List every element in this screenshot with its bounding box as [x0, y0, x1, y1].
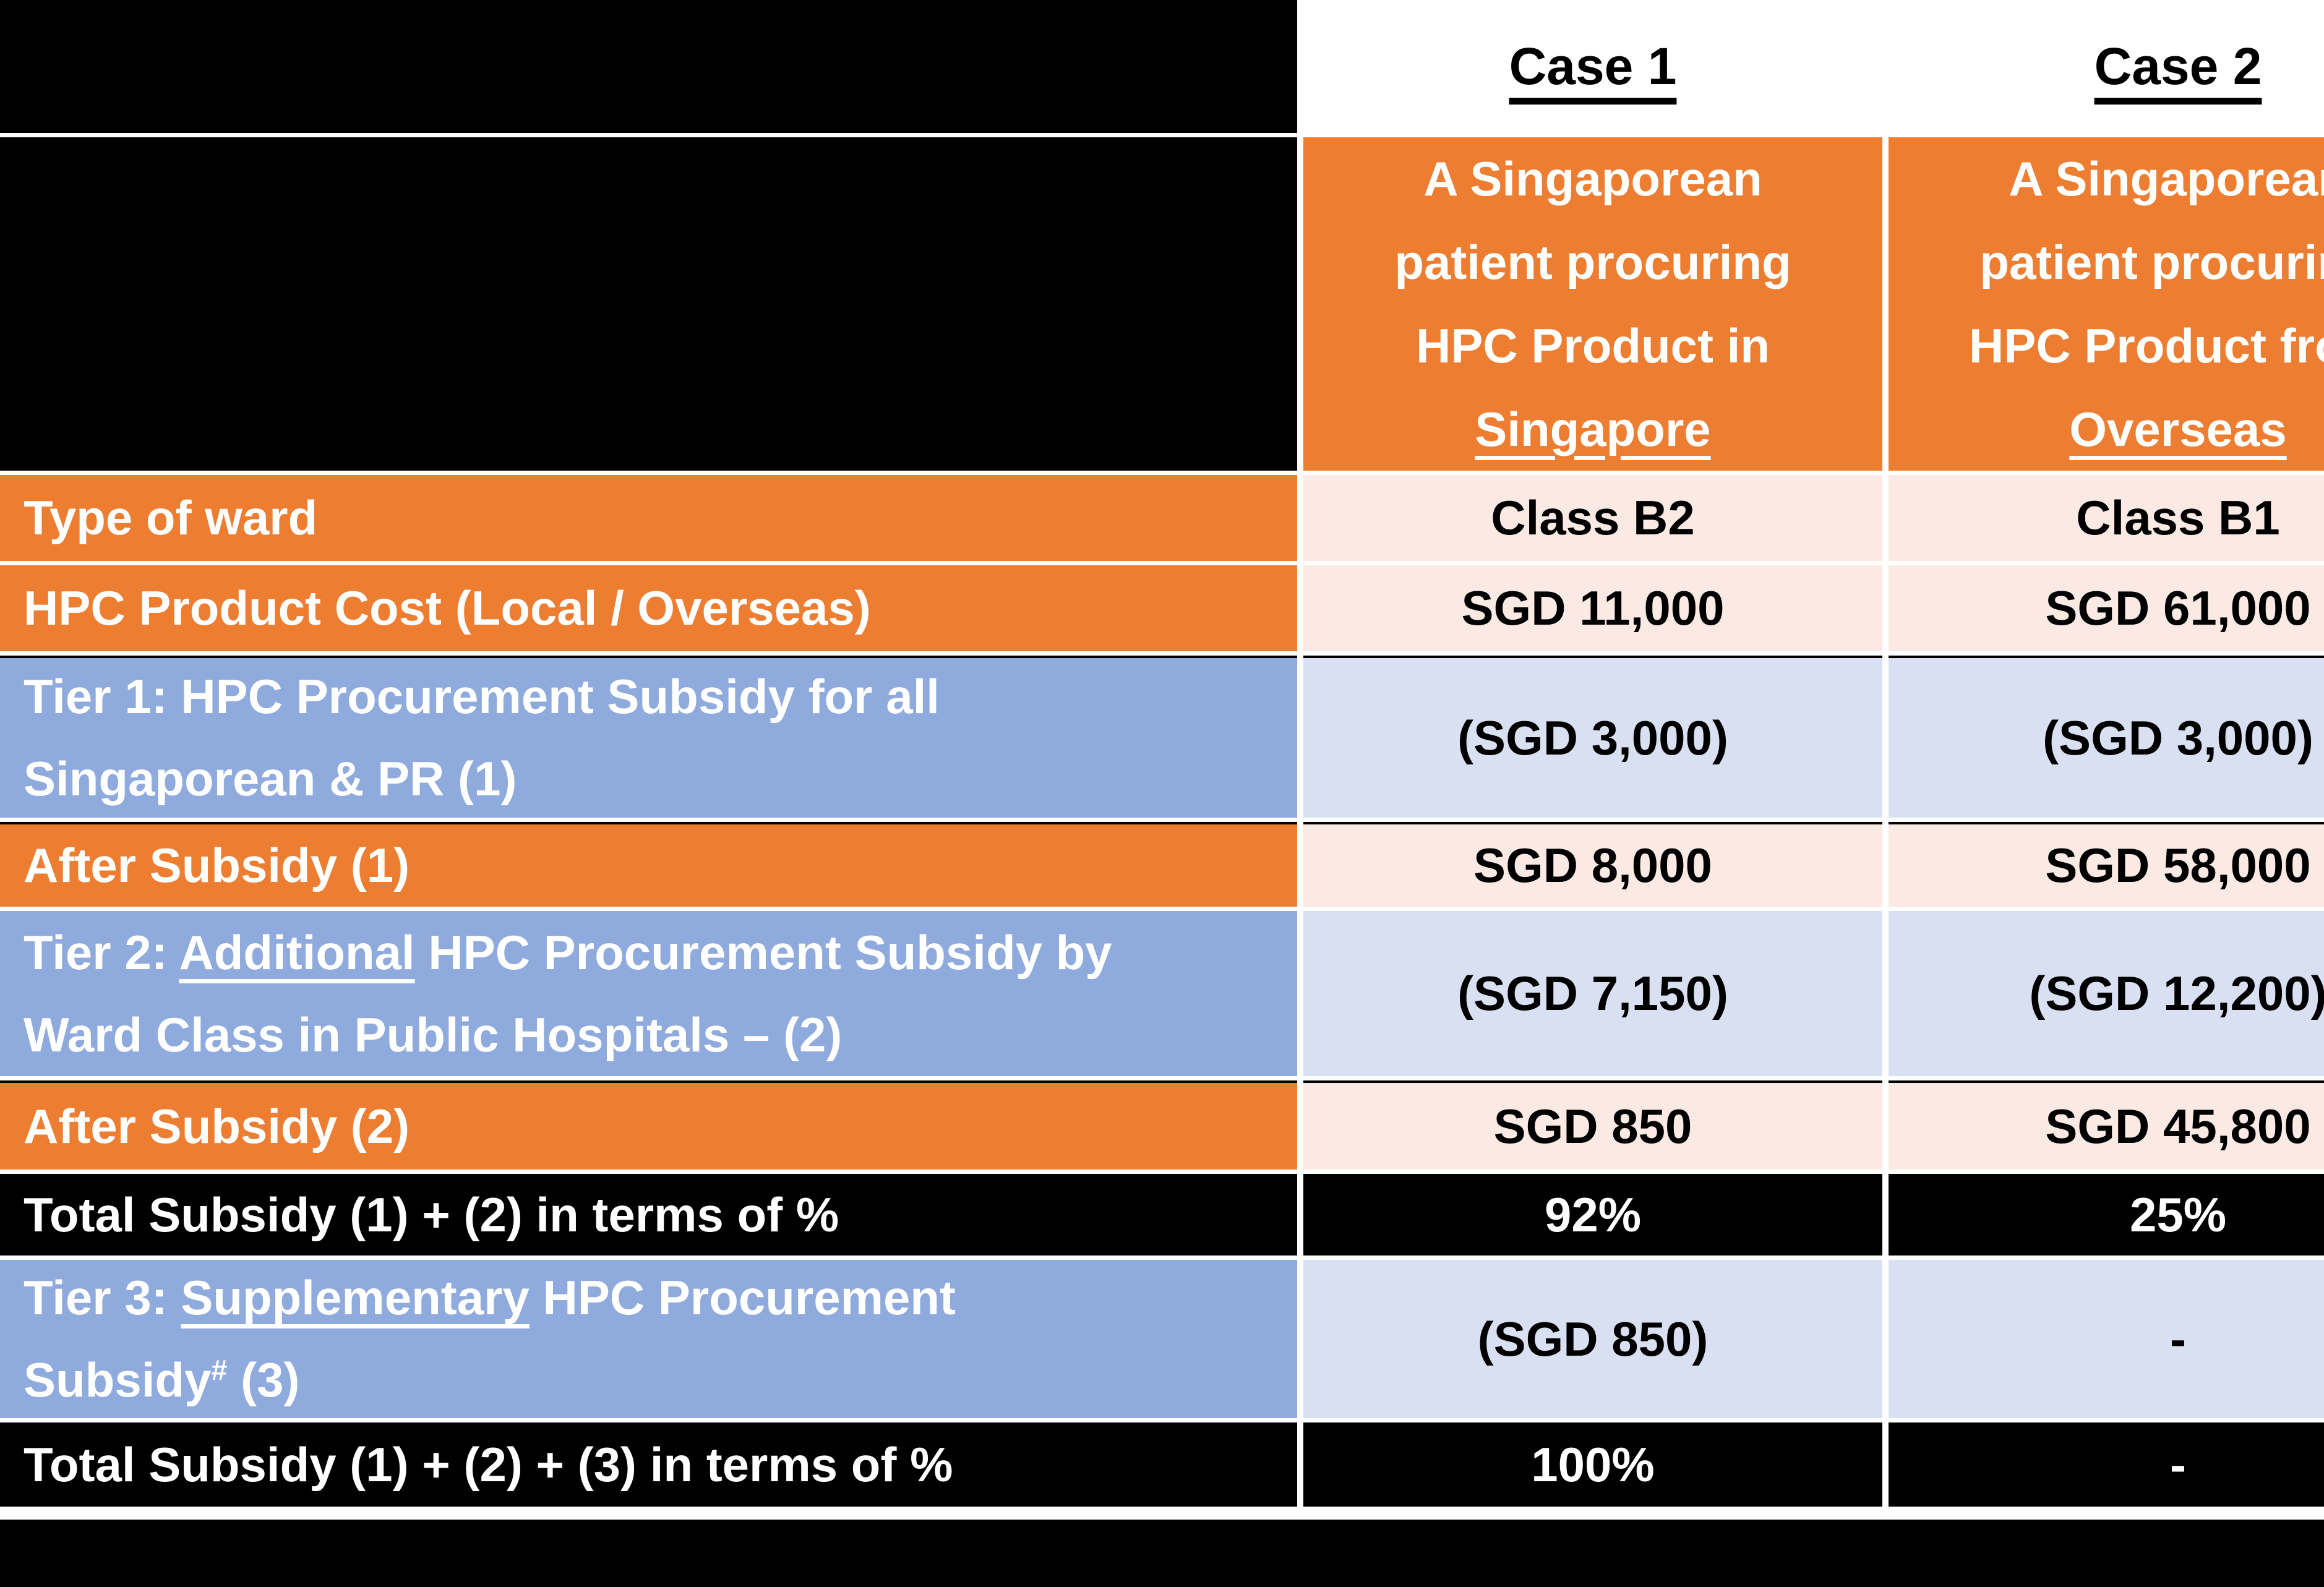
case2-description-cell: A Singaporean patient procuring HPC Prod… [1889, 137, 2324, 471]
row-after-subsidy-1: After Subsidy (1) SGD 8,000 SGD 58,000 [0, 822, 2324, 907]
case1-description-text: A Singaporean patient procuring HPC Prod… [1303, 137, 1882, 471]
product-cost-case1-value: SGD 11,000 [1303, 565, 1882, 651]
row-product-cost: HPC Product Cost (Local / Overseas) SGD … [0, 565, 2324, 651]
case2-desc-line1: A Singaporean [2009, 151, 2324, 206]
redacted-description-block [0, 137, 1297, 471]
case-header-row: Case 1 Case 2 [0, 0, 2324, 133]
tier2-case1-value: (SGD 7,150) [1303, 911, 1882, 1076]
tier2-case2-value: (SGD 12,200) [1889, 911, 2324, 1076]
after-subsidy-2-case2-value: SGD 45,800 [1889, 1080, 2324, 1170]
case2-header-label: Case 2 [2094, 37, 2262, 95]
subsidy-comparison-table: Case 1 Case 2 A Singaporean patient proc… [0, 0, 2324, 1507]
row-after-subsidy-2: After Subsidy (2) SGD 850 SGD 45,800 [0, 1080, 2324, 1170]
row-after-subsidy-1-label: After Subsidy (1) [0, 822, 1297, 907]
row-tier3-subsidy: Tier 3: Supplementary HPC Procurement Su… [0, 1260, 2324, 1418]
tier1-case2-value: (SGD 3,000) [1889, 656, 2324, 818]
row-total-subsidy-1-2-3-label: Total Subsidy (1) + (2) + (3) in terms o… [0, 1422, 1297, 1507]
case2-description-text: A Singaporean patient procuring HPC Prod… [1889, 137, 2324, 471]
case-description-row: A Singaporean patient procuring HPC Prod… [0, 137, 2324, 471]
row-total-subsidy-1-2-label: Total Subsidy (1) + (2) in terms of % [0, 1174, 1297, 1255]
row-product-cost-label: HPC Product Cost (Local / Overseas) [0, 565, 1297, 651]
tier3-case2-value: - [1889, 1260, 2324, 1418]
row-total-subsidy-1-2: Total Subsidy (1) + (2) in terms of % 92… [0, 1174, 2324, 1255]
row-tier1-subsidy: Tier 1: HPC Procurement Subsidy for all … [0, 656, 2324, 818]
case2-desc-line3: HPC Product from [1968, 318, 2324, 373]
total-subsidy-1-2-3-case2-value: - [1889, 1422, 2324, 1507]
case1-desc-line1: A Singaporean [1423, 151, 1762, 206]
row-tier1-label: Tier 1: HPC Procurement Subsidy for all … [0, 656, 1297, 818]
product-cost-case2-value: SGD 61,000 [1889, 565, 2324, 651]
case1-description-cell: A Singaporean patient procuring HPC Prod… [1303, 137, 1882, 471]
case1-desc-line2: patient procuring [1394, 234, 1791, 289]
total-subsidy-1-2-3-case1-value: 100% [1303, 1422, 1882, 1507]
after-subsidy-2-case1-value: SGD 850 [1303, 1080, 1882, 1170]
type-of-ward-case2-value: Class B1 [1889, 475, 2324, 561]
row-tier3-label: Tier 3: Supplementary HPC Procurement Su… [0, 1260, 1297, 1418]
redacted-header-block [0, 0, 1297, 133]
case2-header: Case 2 [1889, 0, 2324, 133]
row-total-subsidy-1-2-3: Total Subsidy (1) + (2) + (3) in terms o… [0, 1422, 2324, 1507]
after-subsidy-1-case2-value: SGD 58,000 [1889, 822, 2324, 907]
case2-desc-line4: Overseas [2069, 401, 2287, 456]
tier3-case1-value: (SGD 850) [1303, 1260, 1882, 1418]
case1-desc-line4: Singapore [1475, 401, 1711, 456]
after-subsidy-1-case1-value: SGD 8,000 [1303, 822, 1882, 907]
case1-desc-line3: HPC Product in [1415, 318, 1770, 373]
redacted-footer-strip [0, 1520, 2324, 1587]
tier1-case1-value: (SGD 3,000) [1303, 656, 1882, 818]
case1-header: Case 1 [1303, 0, 1882, 133]
total-subsidy-1-2-case2-value: 25% [1889, 1174, 2324, 1255]
row-type-of-ward: Type of ward Class B2 Class B1 [0, 475, 2324, 561]
type-of-ward-case1-value: Class B2 [1303, 475, 1882, 561]
total-subsidy-1-2-case1-value: 92% [1303, 1174, 1882, 1255]
case1-header-label: Case 1 [1509, 37, 1677, 95]
row-type-of-ward-label: Type of ward [0, 475, 1297, 561]
row-tier2-subsidy: Tier 2: Additional HPC Procurement Subsi… [0, 911, 2324, 1076]
row-after-subsidy-2-label: After Subsidy (2) [0, 1080, 1297, 1170]
case2-desc-line2: patient procuring [1979, 234, 2324, 289]
row-tier2-label: Tier 2: Additional HPC Procurement Subsi… [0, 911, 1297, 1076]
